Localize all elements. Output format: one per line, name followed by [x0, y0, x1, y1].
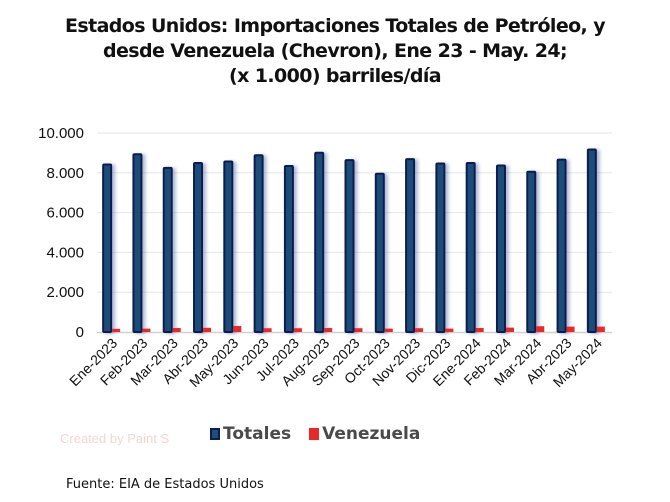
legend-item-totales: Totales: [210, 424, 291, 444]
bar-venezuela: [596, 326, 605, 332]
legend-swatch-totales: [210, 428, 220, 440]
title-line-3: (x 1.000) barriles/día: [228, 65, 442, 87]
bar-totales: [586, 148, 597, 333]
bar-totales: [283, 165, 294, 333]
y-tick-label: 8.000: [46, 165, 84, 182]
y-axis-ticks: 0 2.000 4.000 6.000 8.000 10.000: [38, 125, 84, 341]
bar-venezuela: [445, 328, 454, 332]
bar-venezuela: [172, 328, 181, 332]
y-tick-label: 10.000: [38, 125, 84, 142]
legend-label-venezuela: Venezuela: [322, 424, 421, 444]
bar-venezuela: [112, 328, 121, 332]
watermark: Created by Paint S: [60, 431, 170, 446]
y-tick-label: 0: [76, 324, 84, 341]
bar-venezuela: [263, 328, 272, 332]
bar-totales: [435, 162, 446, 333]
y-tick-label: 2.000: [46, 284, 84, 301]
bar-totales: [223, 160, 234, 333]
bar-totales: [253, 154, 264, 333]
bar-venezuela: [536, 326, 545, 332]
legend-item-venezuela: Venezuela: [309, 424, 420, 444]
bar-totales: [344, 159, 355, 333]
bar-venezuela: [293, 328, 302, 332]
bar-venezuela: [566, 326, 575, 332]
x-axis-ticks: Ene-2023Feb-2023Mar-2023Abr-2023May-2023…: [66, 335, 605, 390]
bar-totales: [193, 162, 204, 333]
bar-totales: [314, 151, 325, 333]
bar-venezuela: [142, 328, 151, 332]
legend-swatch-venezuela: [309, 428, 320, 440]
bar-totales: [405, 158, 416, 333]
legend-label-totales: Totales: [223, 424, 292, 444]
bar-venezuela: [203, 327, 212, 332]
title-line-2: desde Venezuela (Chevron), Ene 23 - May.…: [103, 40, 568, 62]
bar-venezuela: [233, 326, 242, 332]
bar-venezuela: [505, 327, 514, 332]
bar-totales: [374, 172, 385, 333]
bar-venezuela: [354, 328, 363, 332]
y-tick-label: 6.000: [46, 205, 84, 222]
bar-venezuela: [384, 328, 393, 332]
bar-totales: [526, 170, 537, 333]
legend: Totales Venezuela: [210, 424, 438, 444]
bar-totales: [132, 153, 143, 333]
bar-venezuela: [324, 328, 333, 332]
title-line-1: Estados Unidos: Importaciones Totales de…: [65, 15, 606, 37]
bar-totales: [465, 162, 476, 333]
bar-venezuela: [415, 328, 424, 332]
bars: [102, 148, 605, 333]
bar-totales: [495, 164, 506, 333]
chart-title: Estados Unidos: Importaciones Totales de…: [0, 14, 670, 89]
bar-venezuela: [475, 328, 484, 332]
y-tick-label: 4.000: [46, 244, 84, 261]
bar-totales: [556, 158, 567, 333]
source-note: Fuente: EIA de Estados Unidos: [66, 477, 264, 492]
bar-chart: 0 2.000 4.000 6.000 8.000 10.000 Ene-2023Feb-…: [38, 125, 612, 390]
bar-totales: [102, 163, 113, 333]
bar-totales: [162, 166, 173, 333]
